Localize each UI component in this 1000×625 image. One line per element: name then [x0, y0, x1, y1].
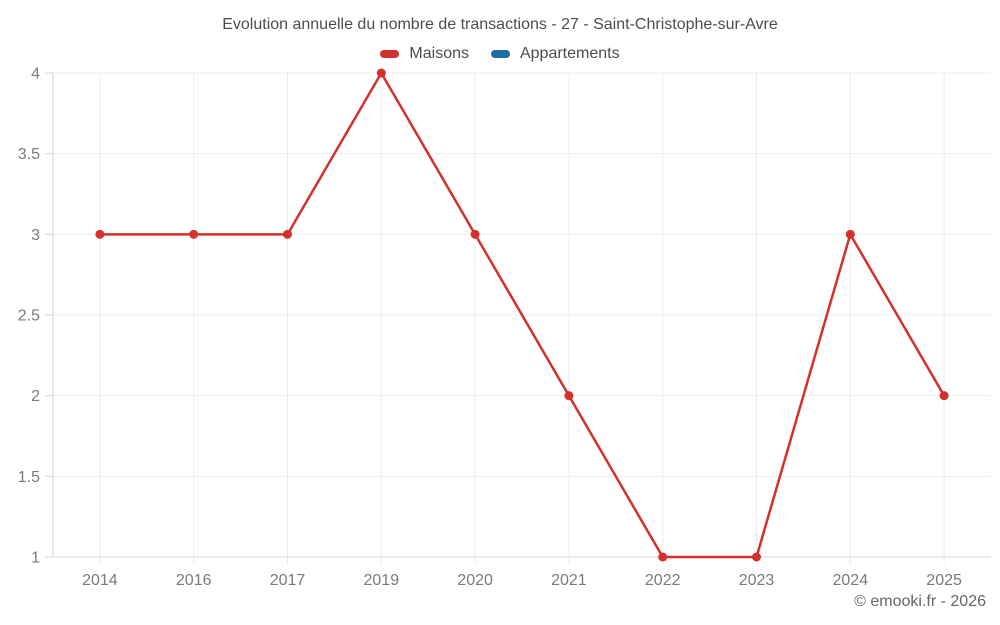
chart-legend: Maisons Appartements	[0, 45, 1000, 63]
x-tick-label: 2022	[645, 572, 681, 589]
y-tick-label: 2	[31, 388, 40, 405]
y-tick-label: 2.5	[18, 308, 40, 325]
legend-item-appartements[interactable]: Appartements	[490, 45, 620, 63]
maisons-data-point[interactable]	[939, 391, 949, 401]
maisons-line	[98, 71, 946, 559]
maisons-data-point[interactable]	[470, 229, 480, 239]
maisons-data-point[interactable]	[658, 552, 668, 562]
maisons-swatch-icon	[380, 50, 400, 58]
maisons-data-point[interactable]	[283, 229, 292, 239]
copyright-text: © emooki.fr - 2026	[854, 593, 986, 610]
x-tick-label: 2014	[82, 572, 118, 589]
y-tick-label: 1.5	[18, 469, 40, 486]
maisons-data-point[interactable]	[845, 229, 855, 239]
appartements-swatch-icon	[490, 50, 510, 58]
x-tick-label: 2023	[739, 572, 775, 589]
maisons-data-point[interactable]	[189, 229, 199, 239]
y-tick-label: 3.5	[18, 146, 40, 163]
legend-label-appartements: Appartements	[519, 45, 620, 62]
y-tick-label: 4	[31, 66, 40, 83]
maisons-data-point[interactable]	[376, 68, 386, 78]
x-tick-label: 2025	[926, 572, 962, 589]
x-tick-label: 2024	[833, 572, 869, 589]
y-tick-label: 3	[31, 227, 40, 244]
x-tick-label: 2017	[270, 572, 306, 589]
maisons-data-point[interactable]	[564, 391, 574, 401]
x-tick-label: 2016	[176, 572, 212, 589]
legend-label-maisons: Maisons	[409, 45, 469, 62]
maisons-data-point[interactable]	[752, 552, 761, 562]
x-tick-label: 2020	[457, 572, 493, 589]
legend-item-maisons[interactable]: Maisons	[380, 45, 469, 63]
chart-title: Evolution annuelle du nombre de transact…	[222, 16, 778, 33]
x-tick-label: 2021	[551, 572, 587, 589]
y-tick-label: 1	[31, 550, 40, 567]
maisons-data-point[interactable]	[95, 229, 105, 239]
x-tick-label: 2019	[364, 572, 400, 589]
